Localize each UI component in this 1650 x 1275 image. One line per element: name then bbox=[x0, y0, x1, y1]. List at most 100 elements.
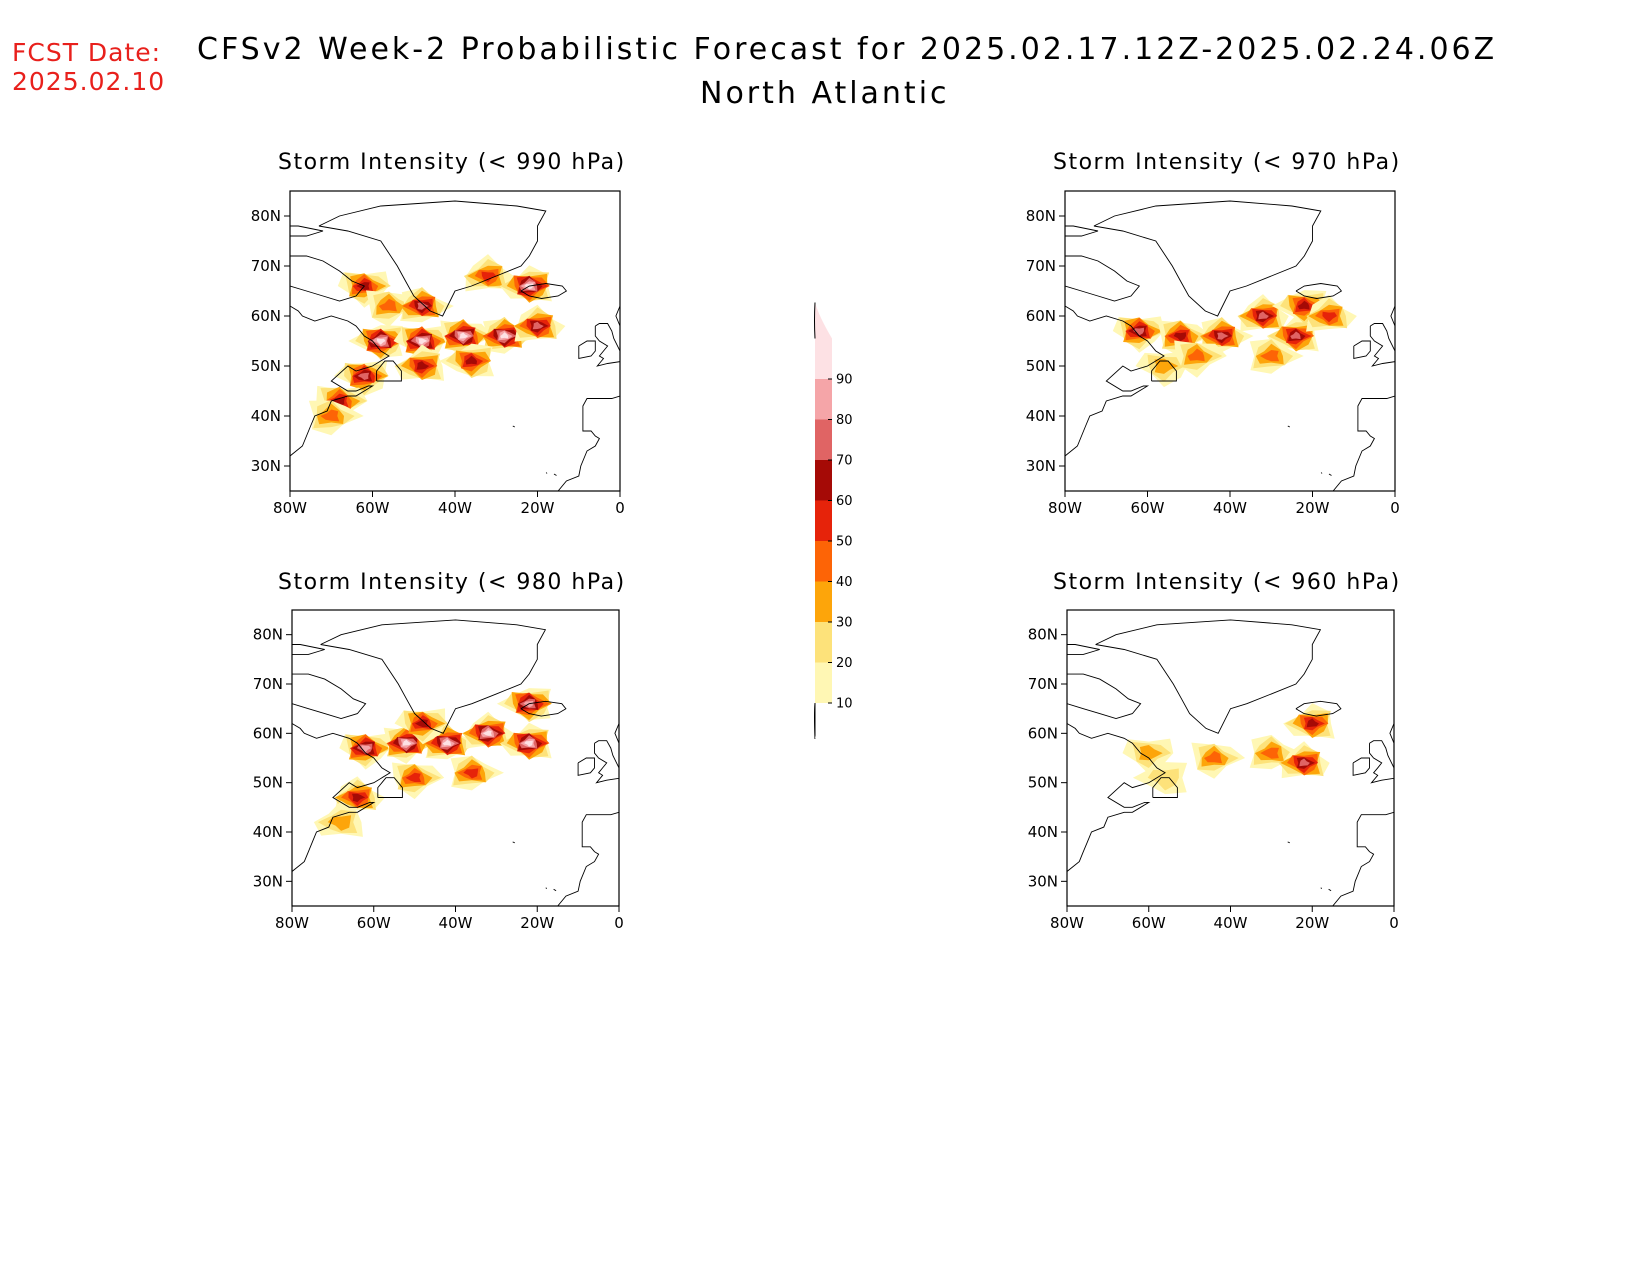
coastline bbox=[1332, 811, 1394, 906]
coastline bbox=[1295, 700, 1342, 717]
prob-contour-level bbox=[327, 815, 352, 831]
colorbar-segment bbox=[815, 541, 832, 582]
prob-contour-level bbox=[415, 719, 429, 728]
prob-region bbox=[482, 316, 537, 354]
colorbar-tick-label: 30 bbox=[836, 616, 853, 631]
lat-tick-label: 40N bbox=[1026, 407, 1056, 425]
prob-region bbox=[450, 755, 504, 791]
colorbar: 10 20 30 40 50 60 70 80 90 bbox=[814, 302, 853, 740]
panel-title-970: Storm Intensity (< 970 hPa) bbox=[1053, 150, 1401, 175]
prob-contour-level bbox=[1204, 750, 1222, 764]
map-panel-p970: 80N 70N 60N 50N 40N 30N 80W 60W 40W 20W 0 bbox=[1026, 190, 1400, 517]
colorbar-segment bbox=[815, 581, 832, 622]
prob-contour-level bbox=[1260, 747, 1279, 759]
coastline bbox=[320, 619, 547, 734]
map-area-p970 bbox=[1065, 200, 1395, 491]
prob-contour-level bbox=[463, 768, 479, 779]
coastline bbox=[553, 888, 557, 892]
colorbar-segment bbox=[815, 662, 832, 703]
coastline bbox=[520, 700, 567, 717]
coastline bbox=[290, 225, 324, 237]
prob-contour-level bbox=[1322, 311, 1337, 323]
coastline bbox=[1287, 841, 1290, 844]
coastline bbox=[1295, 283, 1343, 299]
prob-region bbox=[1266, 315, 1319, 352]
coastline bbox=[1093, 200, 1322, 317]
lon-tick-label: 40W bbox=[1213, 499, 1247, 517]
prob-region bbox=[440, 319, 494, 358]
prob-contour-level bbox=[1306, 718, 1319, 728]
coastline bbox=[1067, 673, 1142, 719]
lon-tick-label: 0 bbox=[615, 499, 625, 517]
coastline bbox=[512, 425, 516, 428]
coastline bbox=[292, 644, 325, 655]
lat-tick-label: 30N bbox=[1026, 457, 1056, 475]
prob-contour-level bbox=[402, 739, 412, 746]
coastline bbox=[594, 323, 620, 367]
prob-contour-level bbox=[1133, 327, 1144, 336]
coastline bbox=[1095, 619, 1322, 734]
prob-region bbox=[400, 287, 454, 323]
forecast-date: FCST Date: 2025.02.10 bbox=[12, 38, 165, 96]
prob-contour-level bbox=[481, 271, 497, 283]
prob-contour-level bbox=[1297, 300, 1310, 310]
coastline bbox=[292, 673, 367, 719]
lat-tick-label: 60N bbox=[1026, 307, 1056, 325]
lat-tick-label: 60N bbox=[251, 307, 281, 325]
coastline bbox=[1389, 723, 1394, 744]
coastline bbox=[318, 200, 547, 317]
prob-region bbox=[392, 762, 445, 800]
lat-tick-label: 70N bbox=[253, 675, 283, 693]
coastline bbox=[545, 472, 548, 474]
prob-region bbox=[1278, 741, 1330, 779]
colorbar-segment bbox=[815, 419, 832, 460]
lat-tick-label: 70N bbox=[1028, 675, 1058, 693]
prob-contour-level bbox=[524, 740, 533, 747]
colorbar-tick-label: 90 bbox=[836, 373, 853, 388]
colorbar-tick-label: 50 bbox=[836, 535, 853, 550]
colorbar-segment bbox=[815, 460, 832, 501]
coastline bbox=[1369, 740, 1394, 784]
coastline bbox=[1332, 395, 1395, 491]
colorbar-segment bbox=[815, 379, 832, 420]
lat-tick-label: 60N bbox=[1028, 724, 1058, 742]
coastline bbox=[290, 255, 366, 302]
coastline bbox=[377, 777, 403, 798]
coastline bbox=[292, 723, 391, 872]
colorbar-edge bbox=[814, 302, 816, 339]
lat-tick-label: 40N bbox=[253, 823, 283, 841]
coastline bbox=[520, 283, 568, 299]
prob-region bbox=[1306, 294, 1357, 332]
prob-region bbox=[1135, 350, 1187, 388]
colorbar-lower-end bbox=[814, 702, 816, 740]
lon-tick-label: 40W bbox=[1214, 914, 1248, 932]
coastline bbox=[1369, 323, 1395, 367]
lon-tick-label: 80W bbox=[1048, 499, 1082, 517]
prob-contour-level bbox=[376, 338, 386, 345]
panel-title-990: Storm Intensity (< 990 hPa) bbox=[278, 150, 626, 175]
lat-tick-label: 80N bbox=[1028, 626, 1058, 644]
lat-tick-label: 80N bbox=[251, 207, 281, 225]
lon-tick-label: 20W bbox=[521, 499, 555, 517]
prob-contour-level bbox=[1258, 311, 1269, 320]
lat-tick-label: 70N bbox=[1026, 257, 1056, 275]
lon-tick-label: 20W bbox=[1296, 499, 1330, 517]
prob-contour-level bbox=[357, 372, 370, 380]
lon-tick-label: 60W bbox=[1132, 914, 1166, 932]
coastline bbox=[553, 473, 557, 476]
map-area-p990 bbox=[290, 200, 620, 491]
prob-contour-level bbox=[320, 409, 340, 422]
forecast-date-label: FCST Date: bbox=[12, 38, 162, 67]
prob-contour-level bbox=[1217, 332, 1229, 340]
prob-contour-level bbox=[459, 332, 469, 339]
prob-contour-level bbox=[482, 730, 492, 736]
map-panel-p980: 80N 70N 60N 50N 40N 30N 80W 60W 40W 20W 0 bbox=[253, 609, 624, 932]
lon-tick-label: 80W bbox=[273, 499, 307, 517]
lat-tick-label: 40N bbox=[251, 407, 281, 425]
prob-region bbox=[308, 400, 364, 436]
coastline bbox=[578, 340, 596, 360]
prob-region bbox=[462, 711, 514, 749]
map-panel-p990: 80N 70N 60N 50N 40N 30N 80W 60W 40W 20W 0 bbox=[251, 190, 625, 517]
lon-tick-label: 40W bbox=[439, 914, 473, 932]
coastline bbox=[1067, 723, 1166, 872]
